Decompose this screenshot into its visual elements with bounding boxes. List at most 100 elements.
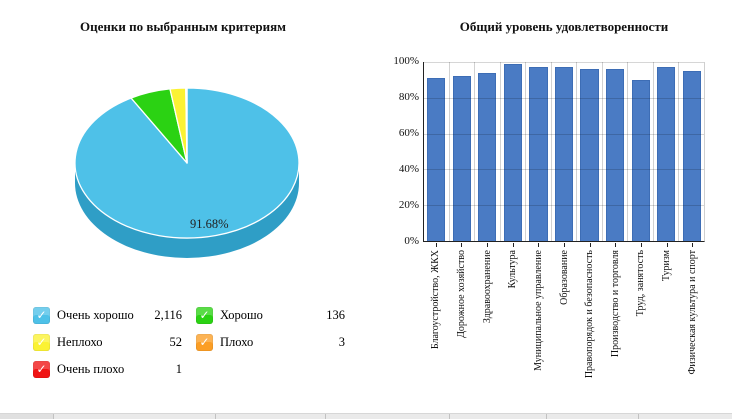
bar-cell xyxy=(652,62,679,241)
table-header-cell xyxy=(638,414,732,419)
x-label-cell: Правопорядок и безопасность xyxy=(577,243,603,415)
y-tick-label: 80% xyxy=(398,91,419,103)
table-header-cell xyxy=(215,414,325,419)
legend-item: ✓ Неплохо 52 xyxy=(33,334,182,351)
x-tick-label: Образование xyxy=(558,250,570,305)
bar xyxy=(529,67,548,241)
x-tick-label: Труд, занятость xyxy=(635,250,647,317)
bar xyxy=(631,79,650,241)
legend-item: ✓ Очень плохо 1 xyxy=(33,361,182,378)
x-tick xyxy=(589,243,591,247)
x-tick xyxy=(461,243,463,247)
x-tick xyxy=(487,243,489,247)
x-label-cell: Образование xyxy=(551,243,577,415)
bar-cell xyxy=(424,62,449,241)
bar-cell xyxy=(525,62,551,241)
x-label-cell: Туризм xyxy=(654,243,680,415)
table-header-row-cutoff xyxy=(0,413,732,419)
x-tick-label: Благоустройство, ЖКХ xyxy=(430,250,442,350)
table-header-cell xyxy=(325,414,449,419)
x-tick-label: Правопорядок и безопасность xyxy=(584,250,596,379)
x-tick xyxy=(640,243,642,247)
legend-value: 136 xyxy=(326,308,345,322)
bar-cell xyxy=(550,62,577,241)
legend-item: ✓ Плохо 3 xyxy=(196,334,345,351)
gridline xyxy=(424,62,704,63)
legend-value: 2,116 xyxy=(154,308,182,322)
legend-label: Хорошо xyxy=(220,308,263,322)
y-tick-label: 40% xyxy=(398,163,419,175)
bar-chart-panel: Общий уровень удовлетворенности 100% 80% 6… xyxy=(366,0,732,419)
y-axis-labels: 100% 80% 60% 40% 20% 0% xyxy=(366,0,419,260)
x-label-cell: Дорожное хозяйство xyxy=(449,243,475,415)
pie-chart xyxy=(0,70,366,295)
bar xyxy=(427,78,446,241)
x-label-cell: Производство и торговля xyxy=(602,243,628,415)
bar xyxy=(682,70,701,241)
bar-cell xyxy=(601,62,628,241)
table-header-cell xyxy=(449,414,546,419)
gridline xyxy=(424,205,704,207)
bar-cell xyxy=(627,62,653,241)
x-label-cell: Труд, занятость xyxy=(628,243,654,415)
x-tick xyxy=(564,243,566,247)
x-tick-label: Культура xyxy=(507,250,519,289)
y-tick-label: 60% xyxy=(398,127,419,139)
gridline xyxy=(424,97,704,99)
x-tick-label: Туризм xyxy=(661,250,673,282)
gridline xyxy=(424,133,704,135)
bar-cell xyxy=(678,62,704,241)
pie-legend: ✓ Очень хорошо 2,116 ✓ Хорошо 136 ✓ Неплохо 52 ✓ П… xyxy=(33,307,345,378)
x-tick-label: Дорожное хозяйство xyxy=(455,250,467,338)
bar-cell xyxy=(448,62,475,241)
table-header-cell xyxy=(546,414,638,419)
x-tick xyxy=(538,243,540,247)
legend-checkbox-icon[interactable]: ✓ xyxy=(33,361,50,378)
x-label-cell: Здравоохранение xyxy=(474,243,500,415)
pie-side-3d xyxy=(75,163,299,258)
x-tick xyxy=(666,243,668,247)
x-tick-label: Физическая культура и спорт xyxy=(686,250,698,375)
bar xyxy=(554,67,574,241)
legend-checkbox-icon[interactable]: ✓ xyxy=(33,334,50,351)
bar xyxy=(452,76,471,241)
legend-item: ✓ Очень хорошо 2,116 xyxy=(33,307,182,324)
legend-checkbox-icon[interactable]: ✓ xyxy=(33,307,50,324)
legend-value: 3 xyxy=(338,335,345,349)
legend-checkbox-icon[interactable]: ✓ xyxy=(196,334,213,351)
bar xyxy=(606,69,625,241)
legend-label: Плохо xyxy=(220,335,254,349)
x-tick-label: Здравоохранение xyxy=(481,250,493,324)
table-header-cell xyxy=(0,414,53,419)
gridline xyxy=(424,169,704,171)
x-tick xyxy=(435,243,437,247)
legend-value: 1 xyxy=(175,362,182,376)
pie-chart-panel: Оценки по выбранным критериям 91.68% ✓ Оч… xyxy=(0,19,366,378)
x-tick-label: Муниципальное управление xyxy=(532,250,544,371)
x-label-cell: Муниципальное управление xyxy=(526,243,552,415)
pie-chart-title: Оценки по выбранным критериям xyxy=(80,19,286,34)
x-label-cell: Культура xyxy=(500,243,526,415)
legend-item: ✓ Хорошо 136 xyxy=(196,307,345,324)
y-tick-label: 100% xyxy=(393,55,419,67)
x-tick xyxy=(692,243,694,247)
bar-cell xyxy=(576,62,602,241)
pie-percent-label: 91.68% xyxy=(190,217,229,231)
x-tick-label: Производство и торговля xyxy=(609,250,621,358)
legend-label: Очень плохо xyxy=(57,362,125,376)
bar-cell xyxy=(499,62,526,241)
legend-label: Очень хорошо xyxy=(57,308,134,322)
x-label-cell: Физическая культура и спорт xyxy=(679,243,705,415)
bar-cell xyxy=(474,62,500,241)
legend-label: Неплохо xyxy=(57,335,103,349)
x-axis-labels: Благоустройство, ЖКХ Дорожное хозяйство Зд… xyxy=(423,243,705,415)
y-tick-label: 20% xyxy=(398,199,419,211)
y-tick-label: 0% xyxy=(404,235,419,247)
bar xyxy=(478,72,497,241)
bar xyxy=(503,63,522,241)
legend-value: 52 xyxy=(169,335,183,349)
legend-checkbox-icon[interactable]: ✓ xyxy=(196,307,213,324)
x-label-cell: Благоустройство, ЖКХ xyxy=(423,243,449,415)
x-tick xyxy=(512,243,514,247)
